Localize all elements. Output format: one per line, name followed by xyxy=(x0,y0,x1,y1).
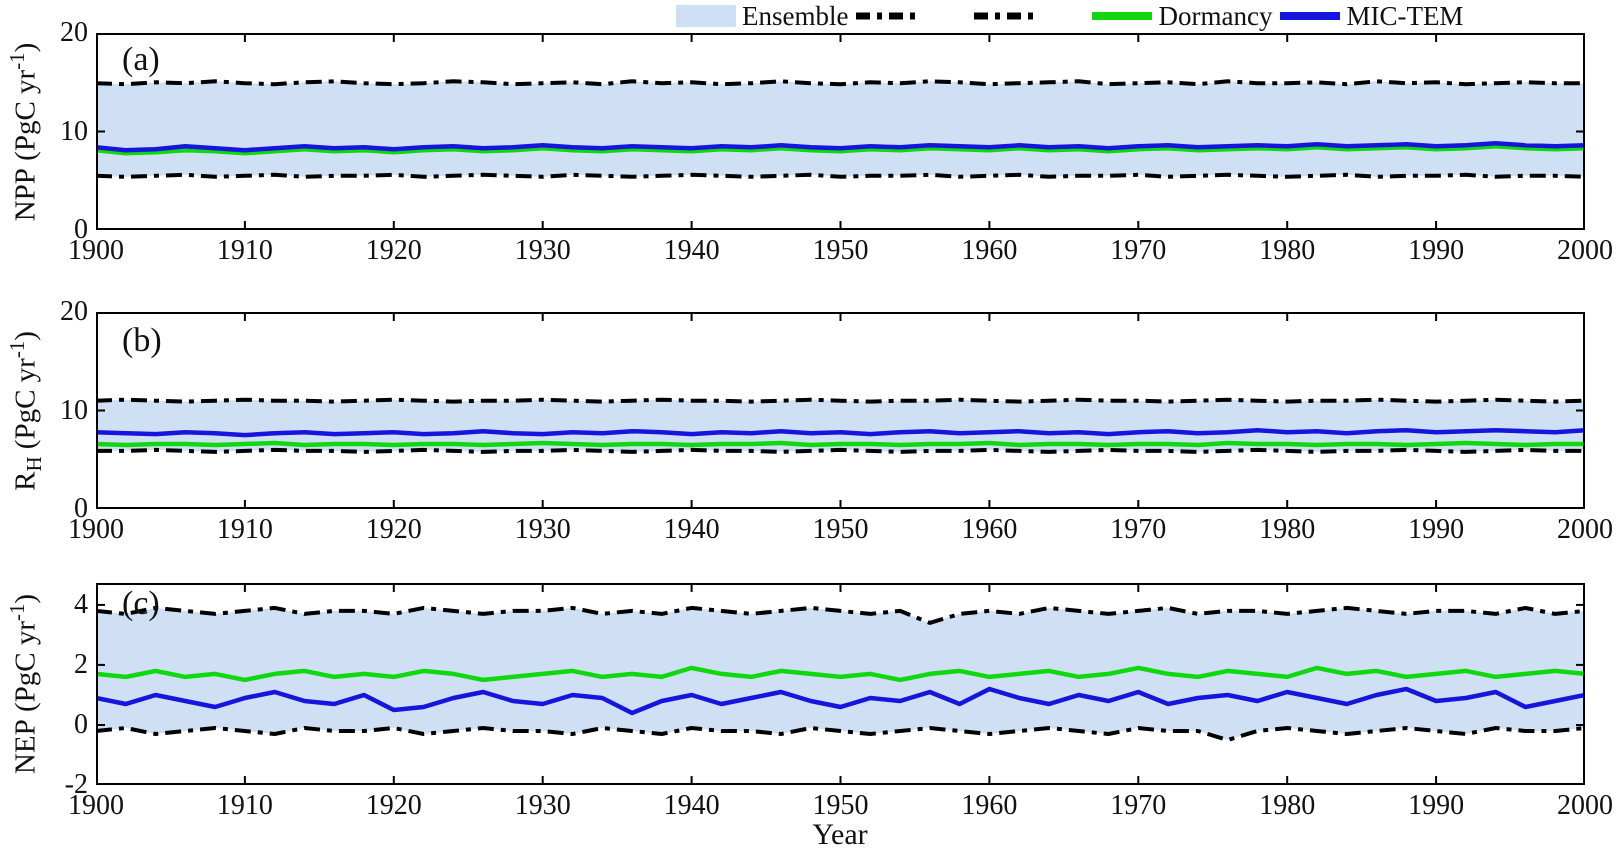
x-tick-label: 2000 xyxy=(1557,790,1613,821)
plot-frame xyxy=(96,312,1585,509)
x-tick-label: 1950 xyxy=(812,235,869,266)
x-tick-label: 1900 xyxy=(68,235,124,266)
panel-npp: NPP (PgC yr-1) (a) 1900 1910 1920 1930 1940 1… xyxy=(0,19,1616,267)
ensemble-band xyxy=(96,81,1585,177)
series-dormancy xyxy=(96,665,1585,683)
series-ensemble-lower-bound xyxy=(96,172,1585,179)
y-tick-label: 4 xyxy=(74,588,88,620)
plot-frame xyxy=(96,583,1585,785)
lower-bound-dashdot-sample xyxy=(974,12,1037,20)
series-mic-tem xyxy=(96,686,1585,716)
y-tick-label: 0 xyxy=(74,708,88,740)
x-tick-label: 1930 xyxy=(514,790,571,821)
series-mic-tem xyxy=(96,427,1585,438)
x-tick-label: 1900 xyxy=(68,514,124,545)
x-tick-label: 1930 xyxy=(514,235,571,266)
panel-letter-b: (b) xyxy=(122,322,162,359)
x-tick-label: 2000 xyxy=(1557,235,1613,266)
panel-letter-c: (c) xyxy=(122,585,160,622)
y-tick-label: 2 xyxy=(74,648,88,680)
ensemble-band xyxy=(96,399,1585,452)
x-tick-label: 1940 xyxy=(663,790,720,821)
mic-tem-line-sample xyxy=(1280,12,1341,20)
x-tick-label: 1980 xyxy=(1259,514,1316,545)
x-tick-label: 1940 xyxy=(663,514,720,545)
x-tick-label: 1920 xyxy=(365,790,422,821)
x-tick-label: 1960 xyxy=(961,514,1018,545)
plot-area-a xyxy=(96,33,1585,230)
series-dormancy xyxy=(96,440,1585,448)
y-tick-label: 10 xyxy=(60,115,88,147)
x-tick-label: 1970 xyxy=(1110,514,1167,545)
x-tick-label: 1910 xyxy=(216,514,273,545)
x-tick-label: 1990 xyxy=(1408,235,1465,266)
x-tick-label: 1970 xyxy=(1110,235,1167,266)
legend-label-ensemble: Ensemble xyxy=(742,0,849,31)
x-tick-label: 1980 xyxy=(1259,235,1316,266)
y-tick-label: 20 xyxy=(60,17,88,48)
x-tick-label: 1970 xyxy=(1110,790,1167,821)
series-ensemble-upper-bound xyxy=(96,79,1585,87)
x-tick-label: 1910 xyxy=(216,235,273,266)
x-tick-label: 1990 xyxy=(1408,790,1465,821)
x-tick-label: 1960 xyxy=(961,235,1018,266)
x-tick-label: 1960 xyxy=(961,790,1018,821)
panel-letter-a: (a) xyxy=(122,41,160,78)
legend: Ensemble Dormancy MIC-TEM xyxy=(676,0,1471,32)
series-ensemble-upper-bound xyxy=(96,605,1585,625)
dormancy-line-sample xyxy=(1092,12,1153,20)
x-tick-label: 1980 xyxy=(1259,790,1316,821)
legend-label-mic-tem: MIC-TEM xyxy=(1346,0,1464,31)
x-tick-label: 1900 xyxy=(68,790,124,821)
x-tick-label: 1940 xyxy=(663,235,720,266)
x-tick-label: 1920 xyxy=(365,514,422,545)
legend-label-dormancy: Dormancy xyxy=(1158,0,1273,31)
x-axis-label: Year xyxy=(812,818,868,851)
y-tick-label: 0 xyxy=(74,493,88,524)
x-tick-label: 1910 xyxy=(216,790,273,821)
panel-nep: NEP (PgC yr-1) (c) 1900 1910 1920 1930 1940 1… xyxy=(0,583,1616,821)
plot-frame xyxy=(96,33,1585,230)
x-tick-label: 1990 xyxy=(1408,514,1465,545)
x-tick-label: 1950 xyxy=(812,790,869,821)
plot-area-b xyxy=(96,312,1585,509)
plot-area-c xyxy=(96,583,1585,785)
series-ensemble-lower-bound xyxy=(96,447,1585,454)
panel-rh: RH (PgC yr-1) (b) 1900 1910 1920 1930 1940 19… xyxy=(0,298,1616,546)
x-tick-label: 1950 xyxy=(812,514,869,545)
upper-bound-dashdot-sample xyxy=(856,12,919,20)
y-tick-label: 10 xyxy=(60,394,88,426)
y-tick-label: -2 xyxy=(64,769,88,800)
x-tick-label: 1920 xyxy=(365,235,422,266)
ensemble-band xyxy=(96,607,1585,740)
series-ensemble-lower-bound xyxy=(96,726,1585,742)
series-ensemble-upper-bound xyxy=(96,397,1585,404)
y-tick-label: 20 xyxy=(60,296,88,327)
y-tick-label: 0 xyxy=(74,214,88,245)
series-mic-tem xyxy=(96,141,1585,153)
x-tick-label: 1930 xyxy=(514,514,571,545)
series-dormancy xyxy=(96,144,1585,156)
x-tick-label: 2000 xyxy=(1557,514,1613,545)
ensemble-swatch xyxy=(676,5,736,27)
